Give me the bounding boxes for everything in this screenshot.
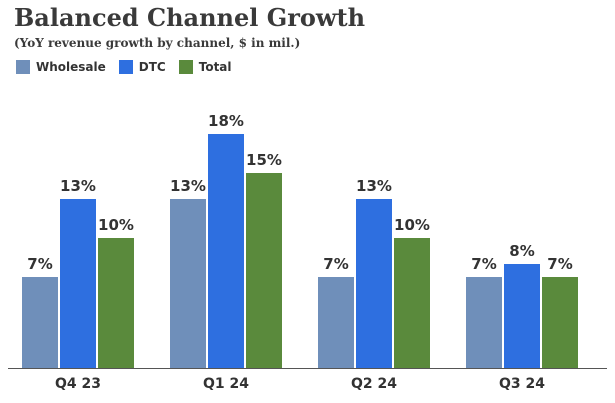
bar-total-q4-23	[98, 238, 134, 368]
chart-title: Balanced Channel Growth	[14, 3, 366, 32]
x-tick-label: Q3 24	[499, 376, 545, 392]
bar-dtc-q1-24	[208, 134, 244, 368]
legend-swatch-total	[178, 60, 193, 74]
bar-wholesale-q3-24	[466, 277, 502, 368]
legend-item-wholesale: Wholesale	[16, 60, 106, 74]
data-label-total-q3-24: 7%	[547, 255, 572, 273]
data-label-wholesale-q1-24: 13%	[170, 177, 206, 195]
bar-total-q2-24	[394, 238, 430, 368]
legend-item-total: Total	[178, 60, 232, 74]
data-label-dtc-q3-24: 8%	[509, 242, 534, 260]
bar-wholesale-q1-24	[170, 199, 206, 368]
bar-total-q3-24	[542, 277, 578, 368]
legend-label-total: Total	[198, 60, 232, 74]
x-tick-label: Q4 23	[55, 376, 101, 392]
bar-dtc-q4-23	[60, 199, 96, 368]
legend-item-dtc: DTC	[118, 60, 166, 74]
data-label-dtc-q2-24: 13%	[356, 177, 392, 195]
bar-wholesale-q4-23	[22, 277, 58, 368]
x-tick-label: Q2 24	[351, 376, 397, 392]
data-label-wholesale-q4-23: 7%	[27, 255, 52, 273]
legend: Wholesale DTC Total	[16, 60, 245, 74]
bar-total-q1-24	[246, 173, 282, 368]
bar-wholesale-q2-24	[318, 277, 354, 368]
legend-label-dtc: DTC	[138, 60, 166, 74]
legend-swatch-dtc	[118, 60, 133, 74]
data-label-total-q2-24: 10%	[394, 216, 430, 234]
data-label-dtc-q1-24: 18%	[208, 112, 244, 130]
data-label-wholesale-q3-24: 7%	[471, 255, 496, 273]
data-label-dtc-q4-23: 13%	[60, 177, 96, 195]
x-tick-label: Q1 24	[203, 376, 249, 392]
bar-dtc-q3-24	[504, 264, 540, 368]
data-label-wholesale-q2-24: 7%	[323, 255, 348, 273]
data-label-total-q4-23: 10%	[98, 216, 134, 234]
legend-swatch-wholesale	[16, 60, 30, 74]
bar-dtc-q2-24	[356, 199, 392, 368]
legend-label-wholesale: Wholesale	[36, 60, 106, 74]
chart-subtitle: (YoY revenue growth by channel, $ in mil…	[14, 36, 301, 50]
data-label-total-q1-24: 15%	[246, 151, 282, 169]
